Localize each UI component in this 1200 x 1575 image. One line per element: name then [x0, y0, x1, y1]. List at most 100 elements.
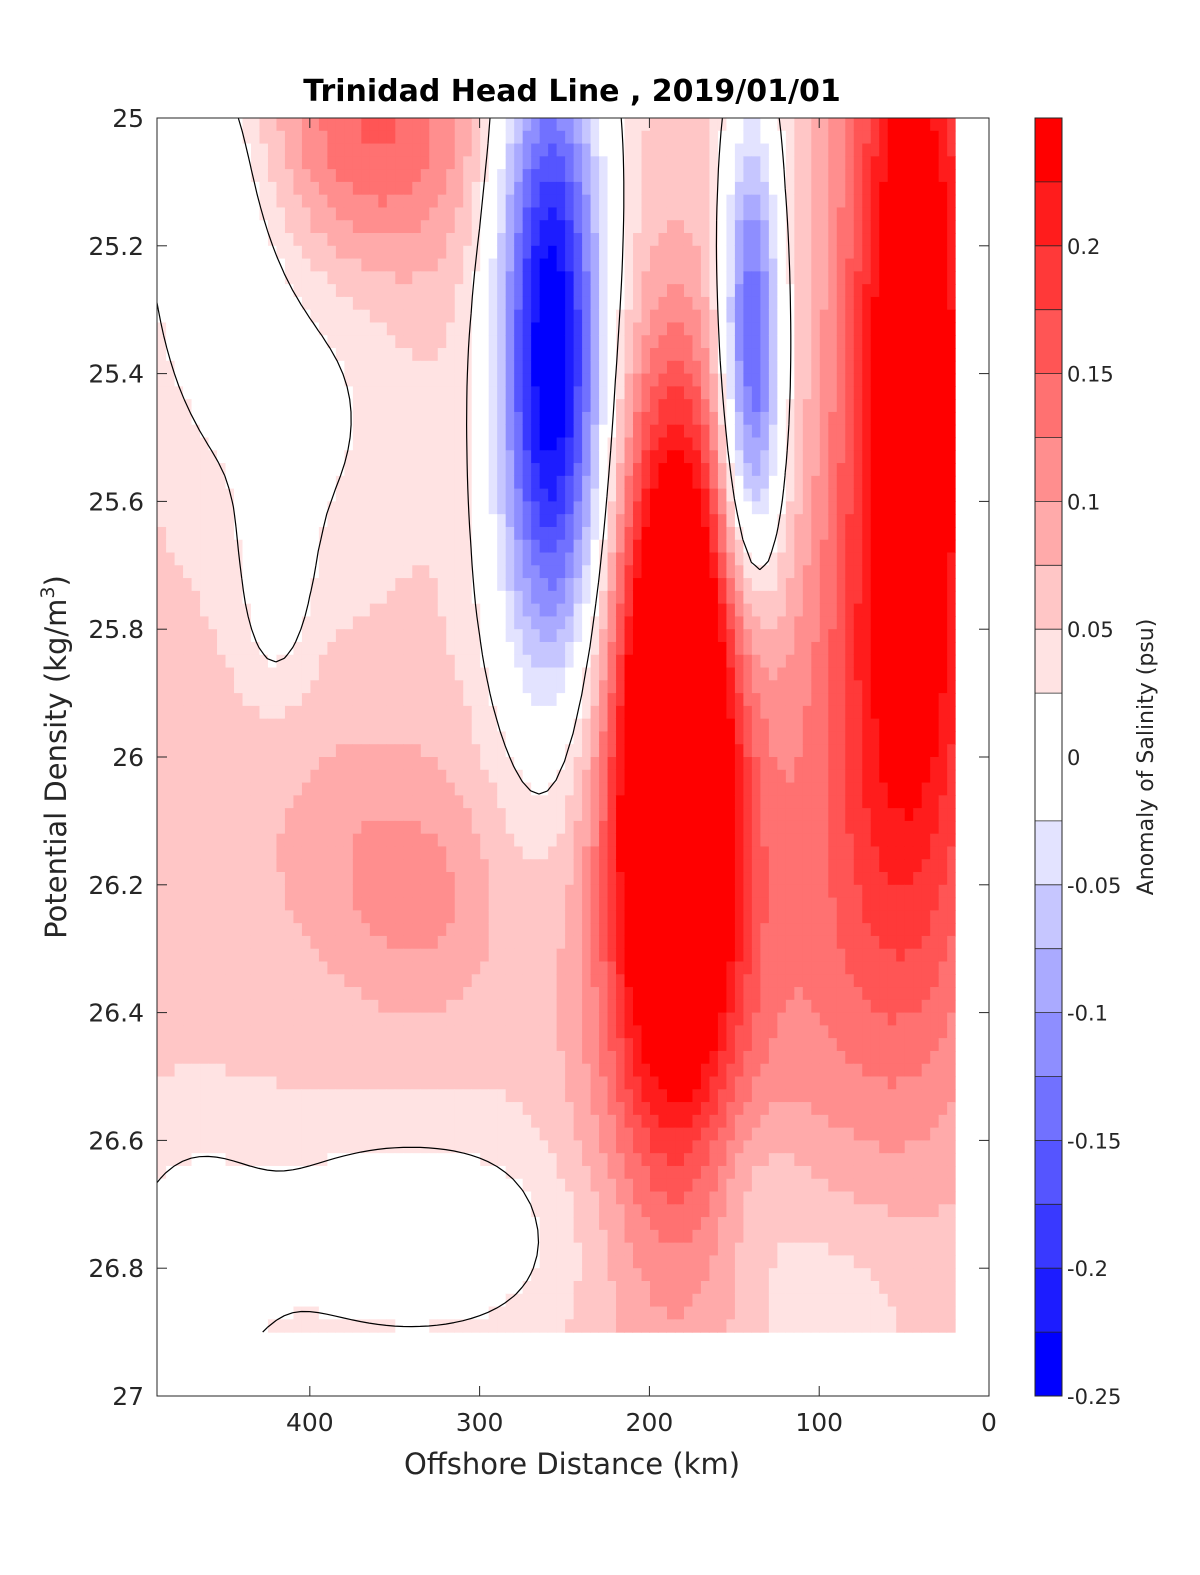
contour-cell	[326, 769, 336, 784]
contour-cell	[742, 616, 752, 630]
contour-cell	[479, 322, 489, 336]
contour-cell	[157, 757, 167, 771]
contour-cell	[173, 348, 184, 362]
contour-cell	[844, 565, 854, 579]
contour-cell	[810, 590, 820, 605]
contour-cell	[386, 578, 396, 592]
contour-cell	[589, 526, 600, 541]
contour-cell	[190, 335, 201, 349]
contour-cell	[725, 769, 735, 784]
contour-cell	[929, 463, 939, 477]
contour-cell	[394, 220, 404, 234]
contour-cell	[589, 181, 600, 196]
contour-cell	[632, 514, 642, 528]
contour-cell	[742, 386, 752, 400]
contour-cell	[207, 156, 218, 170]
contour-cell	[683, 680, 693, 694]
contour-cell	[598, 629, 608, 643]
contour-cell	[165, 744, 175, 758]
contour-cell	[275, 245, 285, 260]
contour-cell	[241, 156, 251, 170]
contour-cell	[589, 245, 600, 260]
contour-cell	[615, 744, 625, 758]
contour-cell	[539, 309, 549, 324]
contour-cell	[589, 284, 600, 298]
contour-cell	[793, 309, 803, 324]
contour-cell	[674, 488, 684, 502]
contour-cell	[479, 450, 489, 464]
contour-cell	[581, 475, 591, 490]
contour-cell	[878, 194, 888, 209]
contour-cell	[157, 386, 167, 400]
contour-cell	[157, 399, 167, 413]
contour-cell	[929, 757, 939, 771]
contour-cell	[505, 271, 515, 285]
contour-cell	[539, 680, 549, 694]
contour-cell	[810, 731, 820, 745]
contour-cell	[836, 424, 846, 439]
contour-cell	[606, 680, 617, 694]
contour-cell	[734, 296, 744, 311]
contour-cell	[810, 360, 820, 375]
contour-cell	[428, 654, 438, 669]
contour-cell	[887, 552, 897, 566]
contour-cell	[938, 411, 948, 426]
contour-cell	[785, 450, 795, 464]
contour-cell	[335, 488, 345, 502]
contour-cell	[734, 258, 744, 272]
contour-cell	[275, 731, 285, 745]
contour-cell	[513, 245, 523, 260]
contour-cell	[216, 296, 226, 311]
contour-cell	[717, 539, 727, 554]
contour-cell	[326, 245, 336, 260]
contour-cell	[224, 731, 235, 745]
contour-cell	[708, 118, 718, 132]
contour-cell	[250, 245, 260, 260]
contour-cell	[632, 769, 642, 784]
contour-cell	[224, 565, 235, 579]
contour-cell	[589, 501, 600, 515]
contour-cell	[581, 386, 591, 400]
contour-cell	[708, 667, 718, 681]
contour-cell	[275, 271, 285, 285]
contour-cell	[810, 744, 820, 758]
contour-cell	[173, 284, 184, 298]
contour-cell	[912, 207, 922, 221]
contour-cell	[895, 514, 905, 528]
contour-cell	[326, 667, 336, 681]
contour-cell	[292, 450, 302, 464]
contour-cell	[938, 526, 948, 541]
contour-cell	[819, 296, 829, 311]
contour-cell	[938, 680, 948, 694]
contour-cell	[488, 233, 498, 247]
contour-cell	[759, 181, 769, 196]
contour-cell	[182, 118, 192, 132]
contour-cell	[606, 526, 617, 541]
contour-cell	[836, 680, 846, 694]
contour-cell	[793, 488, 803, 502]
contour-cell	[904, 386, 914, 400]
contour-cell	[700, 296, 710, 311]
contour-cell	[573, 693, 583, 707]
contour-cell	[301, 757, 311, 771]
contour-cell	[437, 552, 447, 566]
contour-cell	[887, 718, 897, 733]
contour-cell	[539, 143, 549, 157]
contour-cell	[615, 539, 625, 554]
contour-cell	[437, 488, 447, 502]
contour-cell	[887, 207, 897, 221]
contour-cell	[454, 271, 464, 285]
contour-cell	[581, 654, 591, 669]
contour-cell	[284, 309, 294, 324]
contour-cell	[428, 373, 438, 387]
contour-cell	[454, 590, 464, 605]
contour-cell	[810, 450, 820, 464]
contour-cell	[878, 578, 888, 592]
contour-cell	[912, 284, 922, 298]
contour-cell	[853, 258, 863, 272]
contour-cell	[199, 156, 209, 170]
contour-cell	[606, 335, 617, 349]
contour-cell	[411, 322, 421, 336]
contour-cell	[343, 565, 353, 579]
contour-cell	[946, 399, 956, 413]
